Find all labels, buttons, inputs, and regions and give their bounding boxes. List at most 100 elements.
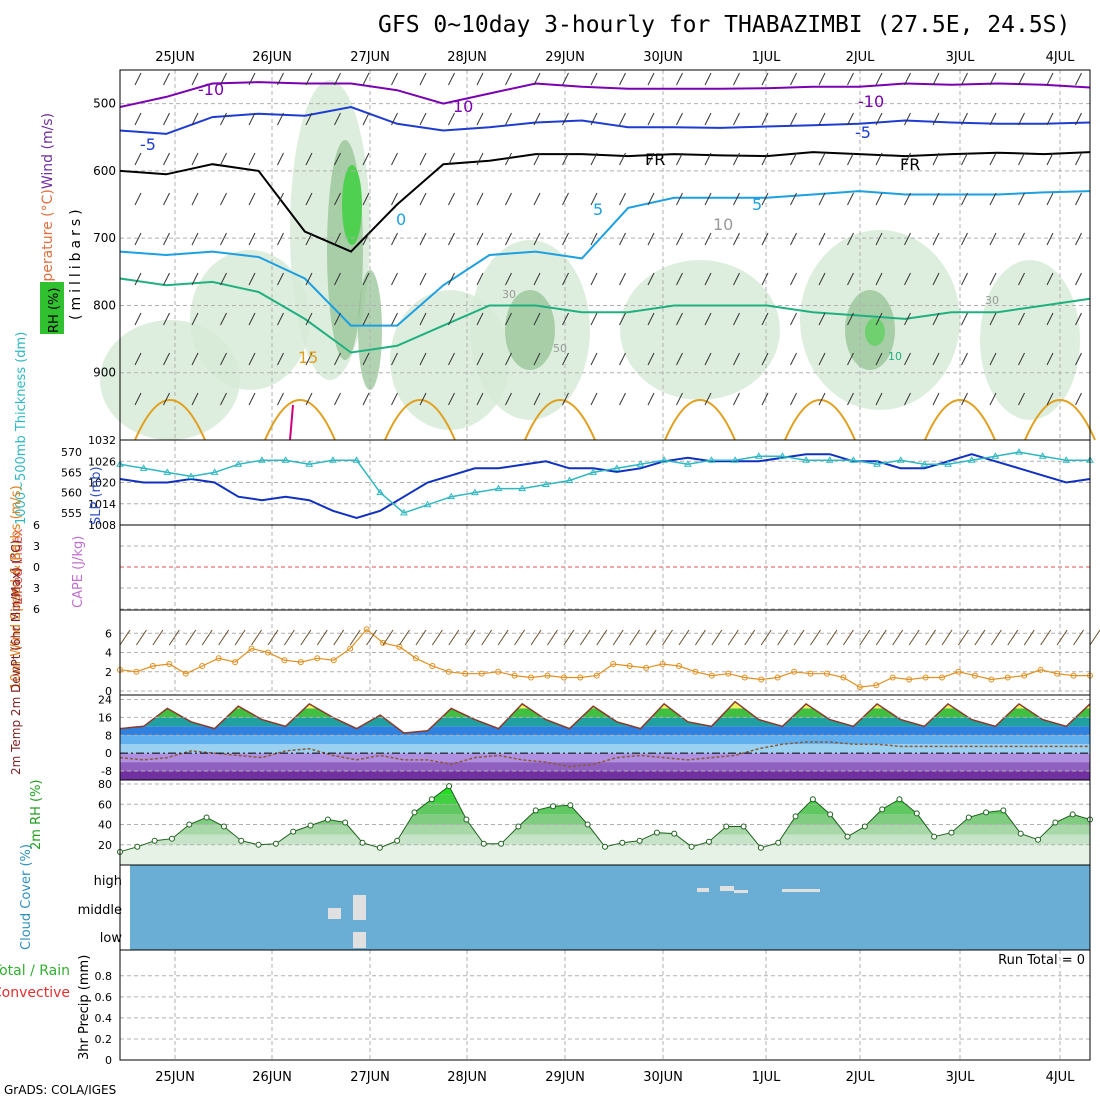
upper-wind-barb [134,232,142,246]
wind-speed-marker [856,684,863,691]
surface-wind-barb [760,629,772,646]
lifted-index-ylabel: Lifted Index [11,528,26,605]
temp-contour-10 [119,277,1091,354]
temp-band [120,726,1090,736]
wind-speed-marker [955,668,962,675]
upper-wind-barb [676,312,683,326]
surface-wind-barb [1023,629,1035,646]
upper-wind-barb [704,72,712,86]
surface-wind-barb [283,629,295,646]
upper-wind-barb [505,272,512,286]
rh-ylabel: 2m RH (%) [29,779,44,850]
bottom-date-label: 30JUN [643,1070,683,1085]
upper-wind-barb [590,352,598,366]
upper-wind-barb [533,272,541,286]
slp-tick-label: 1014 [88,498,116,511]
upper-wind-barb [448,152,455,166]
upper-wind-barb [334,192,341,206]
temp-contour-warm [264,399,336,441]
upper-wind-barb [1075,112,1082,126]
upper-wind-barb [562,72,569,86]
temp-band [120,771,1090,780]
upper-wind-barb [790,72,797,86]
upper-wind-barb [1018,312,1025,326]
upper-wind-barb [1075,72,1082,86]
surface-wind-barb [941,629,953,646]
rh-marker [411,809,418,816]
thickness-marker [612,464,621,471]
wind-speed-marker [1004,674,1011,681]
rh-shade-blob [390,290,510,430]
wind-speed-marker [215,655,222,662]
upper-wind-barb [961,152,968,166]
upper-wind-barb [818,272,826,286]
surface-wind-barb [382,629,394,646]
rh-marker [359,839,366,846]
upper-wind-barb [476,352,484,366]
thickness-marker [589,468,598,475]
upper-wind-barb [1018,392,1025,406]
wind-tick-label: 2 [105,666,112,679]
surface-wind-barb [875,629,887,646]
upper-wind-barb [391,232,398,246]
wind-speed-marker [988,676,995,683]
thickness-marker [281,456,290,463]
top-date-label: 27JUN [350,50,390,65]
upper-wind-barb [989,152,997,166]
upper-wind-barb [590,312,598,326]
surface-wind-barb [136,629,147,646]
rh-tick-label: 20 [98,839,112,852]
thickness-marker [541,480,550,488]
upper-wind-barb [818,392,826,406]
upper-wind-barb [619,392,626,406]
surface-wind-barb [974,629,986,646]
surface-wind-barb [908,629,920,646]
upper-wind-barb [562,232,569,246]
upper-wind-barb [562,312,569,326]
surface-wind-barb [1073,629,1084,646]
thickness-marker [873,460,881,467]
rh-shade-blob [980,260,1080,420]
surface-wind-barb [201,629,213,646]
upper-wind-barb [562,272,569,286]
rh-marker [602,843,608,850]
upper-wind-barb [875,112,883,126]
upper-wind-barb [676,192,683,206]
upper-wind-barb [1046,352,1054,366]
surface-wind-barb [629,629,641,646]
wind-speed-marker [133,668,140,675]
wind-tick-label: 4 [105,647,112,660]
rh-marker [186,821,193,828]
slp-tick-label: 1032 [88,434,116,447]
thickness-marker [849,456,858,463]
upper-wind-barb [904,72,911,86]
thickness-marker [470,488,479,496]
cape-ylabel: CAPE (J/kg) [71,536,86,608]
upper-wind-barb [704,232,712,246]
thickness-marker [494,484,503,492]
slp-tick-label: 1026 [88,455,116,468]
rh-marker [1000,807,1007,814]
surface-wind-barb [579,629,591,646]
upper-wind-barb [334,112,341,126]
upper-wind-barb [647,392,655,406]
surface-wind-barb [234,629,246,646]
upper-wind-barb [790,152,797,166]
rh-marker [272,840,279,847]
upper-wind-barb [305,352,313,366]
upper-wind-barb [989,352,997,366]
upper-wind-barb [334,272,341,286]
upper-wind-barb [847,72,854,86]
upper-y-tick-label: 500 [93,97,116,111]
upper-wind-barb [904,352,911,366]
rh-marker [480,840,487,847]
rh-marker [775,839,782,846]
wind-speed-marker [774,674,781,681]
surface-wind-barb [1056,629,1068,646]
rh-marker [1017,830,1024,837]
thickness-marker [329,456,337,463]
upper-wind-barb [733,392,740,406]
stability-tick-label: 0 [33,561,40,574]
upper-wind-barb [505,312,512,326]
upper-wind-barb [1075,152,1082,166]
